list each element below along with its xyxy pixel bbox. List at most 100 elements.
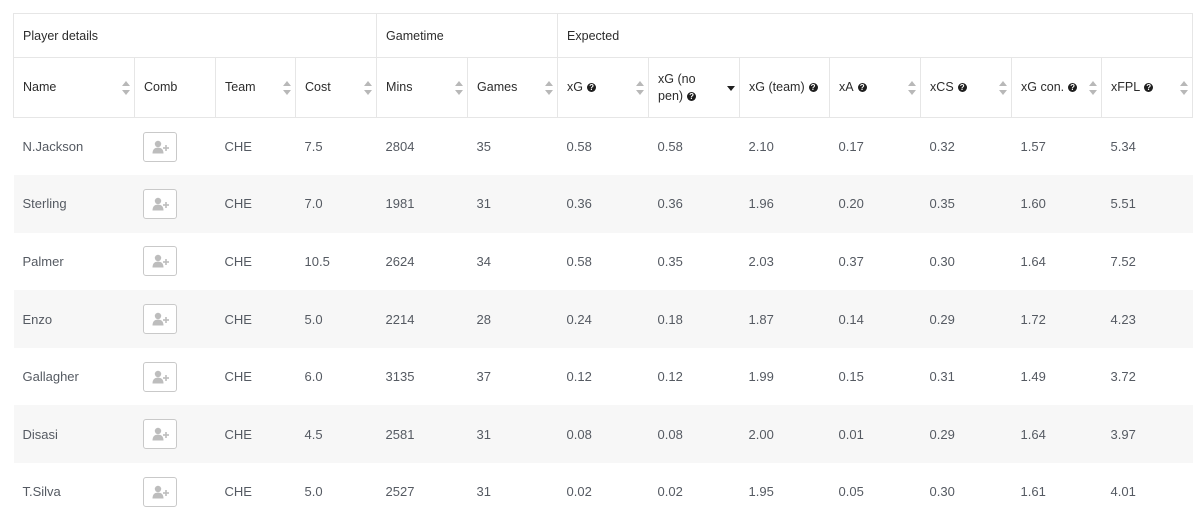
column-header-8: xG (team)? bbox=[739, 57, 830, 118]
cell-xa: 0.14 bbox=[829, 290, 921, 348]
cell-cost: 6.0 bbox=[304, 369, 323, 385]
add-to-comparison-button[interactable] bbox=[142, 246, 177, 277]
column-header-2[interactable]: Team bbox=[215, 57, 296, 118]
cell-xa: 0.17 bbox=[838, 139, 864, 155]
cell-games: 31 bbox=[467, 175, 558, 233]
column-header-5[interactable]: Games bbox=[467, 57, 558, 118]
column-header-11[interactable]: xG con.? bbox=[1011, 57, 1102, 118]
info-icon[interactable]: ? bbox=[857, 83, 867, 93]
sort-icon[interactable] bbox=[908, 80, 917, 95]
cell-xfpl: 3.72 bbox=[1110, 369, 1136, 385]
sort-icon[interactable] bbox=[999, 80, 1008, 95]
add-to-comparison-button[interactable] bbox=[142, 361, 177, 392]
cell-xg-team: 2.00 bbox=[739, 405, 830, 464]
sort-icon[interactable] bbox=[364, 80, 373, 95]
cell-xcs: 0.29 bbox=[920, 290, 1012, 348]
info-icon[interactable]: ? bbox=[587, 83, 597, 93]
cell-name: Palmer bbox=[22, 253, 64, 269]
cell-xcs: 0.29 bbox=[920, 405, 1012, 464]
cell-mins: 3135 bbox=[385, 369, 415, 385]
column-header-3[interactable]: Cost bbox=[294, 57, 377, 118]
cell-name: Disasi bbox=[13, 405, 135, 464]
cell-xfpl: 3.97 bbox=[1101, 405, 1193, 464]
cell-xfpl: 7.52 bbox=[1110, 253, 1136, 269]
sort-descending-icon[interactable] bbox=[727, 81, 736, 95]
cell-xfpl: 5.51 bbox=[1101, 175, 1193, 233]
cell-xg: 0.36 bbox=[557, 175, 649, 233]
sort-icon[interactable] bbox=[283, 80, 291, 95]
cell-xg-team: 1.96 bbox=[739, 175, 830, 233]
column-header-12[interactable]: xFPL? bbox=[1101, 57, 1194, 118]
cell-xg: 0.08 bbox=[557, 405, 649, 464]
info-icon[interactable]: ? bbox=[1144, 83, 1154, 93]
column-header-4[interactable]: Mins bbox=[376, 57, 468, 118]
table-row: Disasi CHE 4.5 2581 31 0.08 0.08 2.00 0.01 0.29 1.… bbox=[13, 405, 1193, 464]
info-icon[interactable]: ? bbox=[808, 83, 818, 93]
cell-xg-no-pen: 0.36 bbox=[648, 175, 740, 233]
cell-mins: 2214 bbox=[376, 290, 468, 348]
sort-icon[interactable] bbox=[636, 80, 645, 95]
add-to-comparison-button[interactable] bbox=[142, 131, 177, 162]
sort-icon[interactable] bbox=[1180, 80, 1189, 95]
cell-name: Enzo bbox=[13, 290, 135, 348]
cell-mins: 2804 bbox=[385, 139, 415, 155]
comb-cell bbox=[135, 233, 216, 291]
add-to-comparison-button[interactable] bbox=[142, 476, 177, 507]
comb-cell bbox=[134, 175, 216, 233]
cell-xg: 0.58 bbox=[566, 139, 592, 155]
cell-xg-con: 1.64 bbox=[1011, 405, 1102, 464]
column-header-10[interactable]: xCS? bbox=[920, 57, 1012, 118]
cell-mins: 2624 bbox=[385, 253, 415, 269]
cell-mins: 1981 bbox=[376, 175, 468, 233]
player-stats-table: Player details Gametime Expected Name Com… bbox=[12, 13, 1194, 521]
cell-xg-no-pen: 0.02 bbox=[657, 484, 683, 500]
column-header-label: Games bbox=[477, 80, 518, 94]
group-header-player-details: Player details bbox=[12, 13, 377, 58]
column-header-0[interactable]: Name bbox=[13, 57, 135, 118]
sort-icon[interactable] bbox=[545, 80, 554, 95]
group-header-expected: Expected bbox=[557, 13, 1194, 58]
cell-mins: 2527 bbox=[385, 484, 415, 500]
cell-xfpl: 5.34 bbox=[1110, 139, 1136, 155]
cell-xg-con: 1.72 bbox=[1011, 290, 1102, 348]
cell-games: 37 bbox=[476, 369, 492, 385]
add-to-comparison-button[interactable] bbox=[142, 419, 177, 450]
cell-cost: 4.5 bbox=[295, 405, 377, 464]
info-icon[interactable]: ? bbox=[687, 91, 697, 101]
cell-xg-con: 1.61 bbox=[1020, 484, 1046, 500]
column-header-6[interactable]: xG? bbox=[557, 57, 649, 118]
sort-icon[interactable] bbox=[455, 80, 464, 95]
cell-team: CHE bbox=[224, 253, 252, 269]
cell-xg-team: 2.10 bbox=[748, 139, 774, 155]
add-player-icon bbox=[152, 370, 169, 384]
info-icon[interactable]: ? bbox=[1068, 83, 1078, 93]
cell-xg: 0.24 bbox=[557, 290, 649, 348]
cell-xa: 0.37 bbox=[838, 253, 864, 269]
column-header-7[interactable]: xG (no pen)? bbox=[648, 57, 740, 118]
info-icon[interactable]: ? bbox=[957, 83, 967, 93]
cell-name: Gallagher bbox=[22, 369, 79, 385]
column-header-9[interactable]: xA? bbox=[829, 57, 921, 118]
cell-xg-con: 1.49 bbox=[1020, 369, 1046, 385]
cell-team: CHE bbox=[215, 405, 296, 464]
sort-icon[interactable] bbox=[1089, 80, 1098, 95]
add-to-comparison-button[interactable] bbox=[142, 188, 177, 219]
add-player-icon bbox=[152, 428, 169, 441]
column-header-label: Comb bbox=[144, 80, 178, 94]
cell-xg-team: 1.87 bbox=[739, 290, 830, 348]
column-header-label: Mins bbox=[386, 80, 413, 94]
add-player-icon bbox=[152, 140, 169, 154]
column-header-label: xG con.? bbox=[1021, 79, 1078, 96]
add-player-icon bbox=[152, 197, 169, 211]
cell-name: Sterling bbox=[13, 175, 135, 233]
sort-icon[interactable] bbox=[122, 80, 130, 95]
table-row: Sterling CHE 7.0 1981 31 0.36 0.36 1.96 0.20 0.35… bbox=[13, 175, 1193, 233]
cell-xg-con: 1.60 bbox=[1011, 175, 1102, 233]
add-player-icon bbox=[152, 312, 169, 326]
add-to-comparison-button[interactable] bbox=[142, 304, 177, 335]
cell-xcs: 0.32 bbox=[929, 139, 955, 155]
column-header-label: xA? bbox=[839, 79, 867, 96]
cell-cost: 5.0 bbox=[304, 484, 323, 500]
cell-games: 31 bbox=[467, 405, 558, 464]
cell-xg-no-pen: 0.18 bbox=[648, 290, 740, 348]
